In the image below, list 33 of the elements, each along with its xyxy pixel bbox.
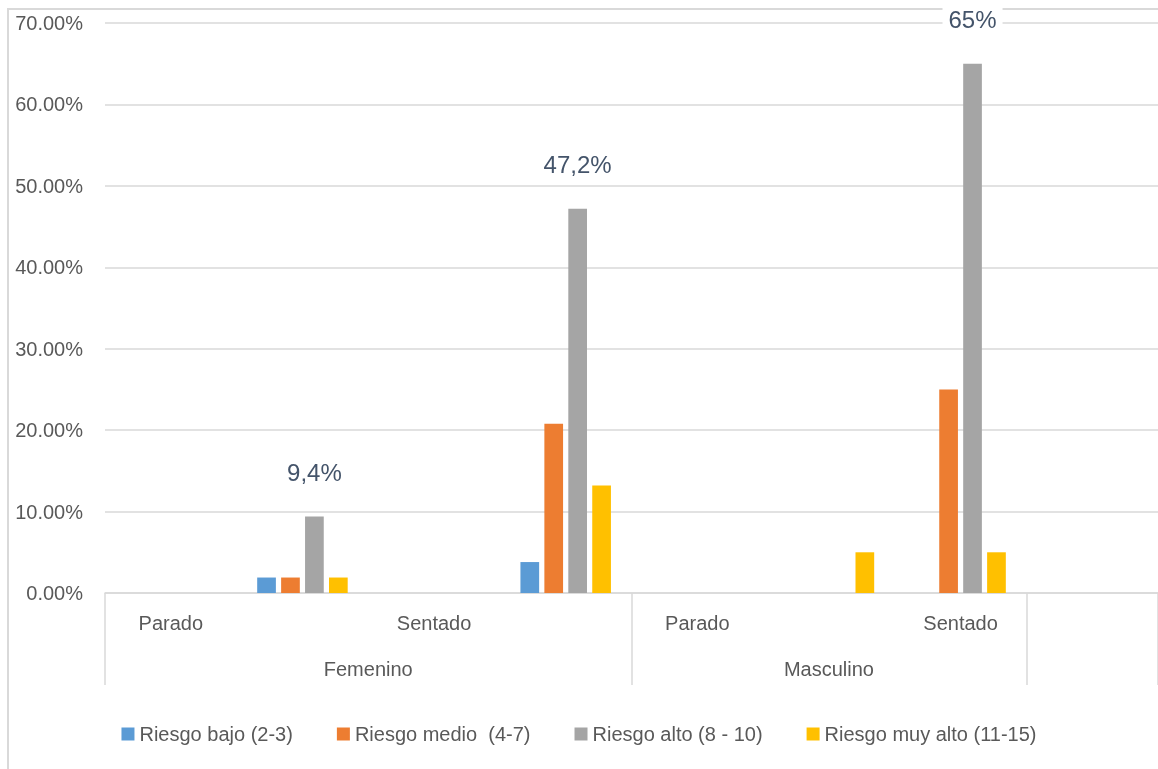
bar (281, 577, 300, 593)
bar (544, 423, 564, 593)
y-tick-label: 0.00% (26, 582, 84, 604)
bar (520, 562, 540, 593)
y-tick-label: 70.00% (15, 12, 84, 34)
y-tick-label: 50.00% (15, 174, 84, 197)
y-tick-label: 20.00% (15, 419, 84, 442)
bar (592, 485, 611, 593)
x-tick-label: Parado (665, 612, 730, 634)
data-label: 65% (948, 6, 997, 34)
legend-label: Riesgo medio (4-7) (354, 723, 531, 745)
y-tick-label: 40.00% (15, 256, 84, 279)
bar (987, 552, 1006, 593)
legend-label: Riesgo bajo (2-3) (139, 723, 293, 745)
legend-label: Riesgo alto (8 - 10) (592, 723, 763, 745)
text: Masculino (783, 658, 874, 680)
y-tick-label: 30.00% (15, 337, 84, 360)
x-tick-label: Parado (138, 612, 204, 634)
data-label: 9,4% (287, 458, 342, 486)
text: Femenino (323, 658, 413, 680)
bar (328, 577, 348, 593)
x-tick-label: Sentado (923, 612, 998, 634)
x-tick-label: Sentado (396, 612, 472, 634)
bar (939, 389, 958, 593)
bar (855, 552, 875, 593)
y-tick-label: 10.00% (15, 500, 84, 523)
bar (963, 63, 982, 593)
bar (305, 516, 324, 593)
legend-label: Riesgo muy alto (11-15) (824, 723, 1037, 745)
bar (257, 577, 276, 593)
y-tick-label: 60.00% (15, 93, 84, 116)
bar (568, 208, 588, 593)
data-label: 47,2% (543, 151, 612, 179)
